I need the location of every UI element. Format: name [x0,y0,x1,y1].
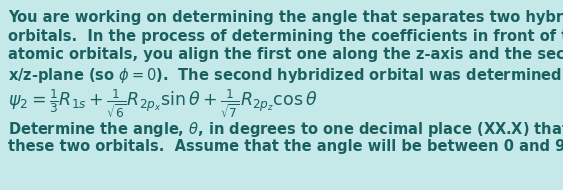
Text: $\psi_2 = \frac{1}{3}R_{1s} + \frac{1}{\sqrt{6}}R_{2p_x} \sin\theta + \frac{1}{\: $\psi_2 = \frac{1}{3}R_{1s} + \frac{1}{\… [8,88,318,120]
Text: atomic orbitals, you align the first one along the z-axis and the second in the: atomic orbitals, you align the first one… [8,47,563,62]
Text: You are working on determining the angle that separates two hybridized: You are working on determining the angle… [8,10,563,25]
Text: x/z-plane (so $\phi = 0$).  The second hybridized orbital was determined to be:: x/z-plane (so $\phi = 0$). The second hy… [8,66,563,85]
Text: these two orbitals.  Assume that the angle will be between 0 and 90 degrees.: these two orbitals. Assume that the angl… [8,139,563,154]
Text: Determine the angle, $\theta$, in degrees to one decimal place (XX.X) that separ: Determine the angle, $\theta$, in degree… [8,120,563,139]
Text: orbitals.  In the process of determining the coefficients in front of the variou: orbitals. In the process of determining … [8,28,563,44]
